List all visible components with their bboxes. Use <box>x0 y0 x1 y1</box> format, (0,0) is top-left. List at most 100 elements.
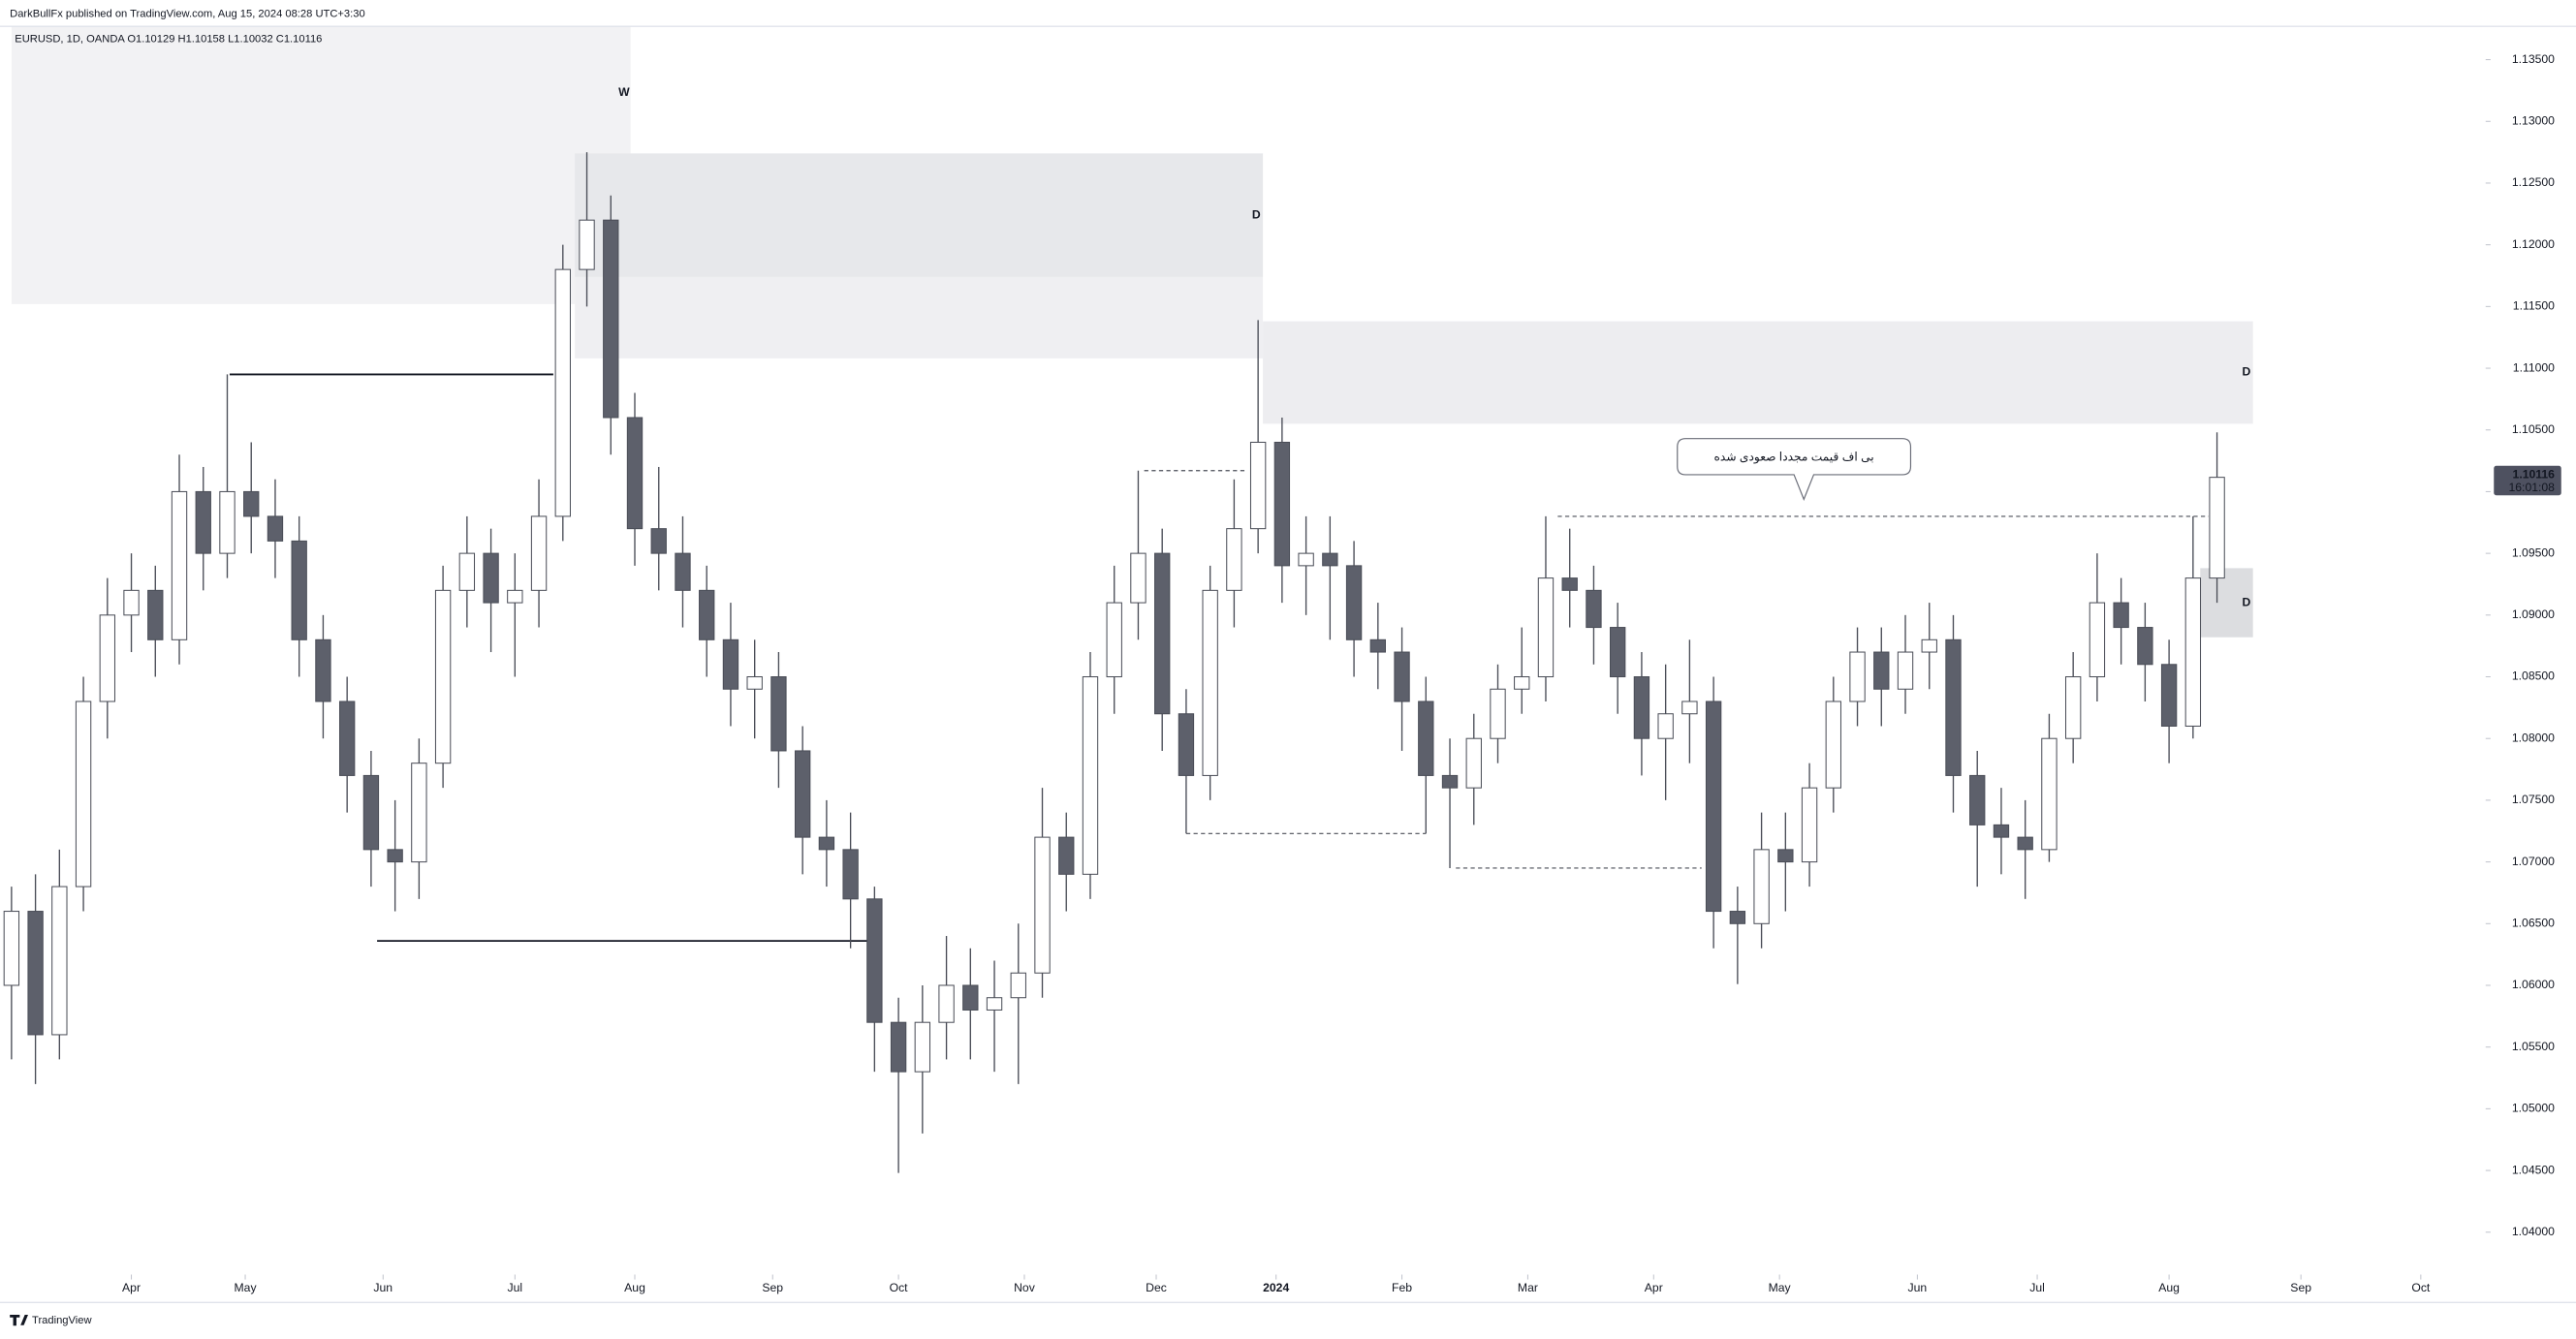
y-tick-label: 1.05500 <box>2512 1040 2555 1053</box>
candle-body <box>1753 849 1770 924</box>
candle-body <box>1969 774 1986 825</box>
candle-body <box>1394 651 1410 702</box>
x-tick-label: Jul <box>508 1281 523 1294</box>
zone-label: W <box>618 85 630 99</box>
x-tick-label: Jun <box>1908 1281 1928 1294</box>
candle-body <box>123 589 140 616</box>
candle-body <box>1537 577 1555 678</box>
legend: EURUSD, 1D, OANDA O1.10129 H1.10158 L1.1… <box>15 34 322 46</box>
zone-label: D <box>2243 595 2251 608</box>
zones: WWDDD <box>11 26 2253 638</box>
zone-label: D <box>1252 207 1261 221</box>
x-tick-label: Sep <box>2290 1281 2311 1294</box>
candle-body <box>1178 713 1195 776</box>
candle-body <box>1610 627 1626 678</box>
candle-body <box>1657 713 1674 739</box>
candle-body <box>1345 565 1363 640</box>
candle-body <box>1514 676 1530 690</box>
x-tick-label: Feb <box>1392 1281 1412 1294</box>
candle-body <box>1945 638 1962 776</box>
candle-body <box>2184 577 2202 727</box>
candle-body <box>1873 651 1890 690</box>
y-tick-label: 1.09000 <box>2512 607 2555 621</box>
candle-body <box>1681 701 1698 715</box>
x-tick-label: Oct <box>890 1281 909 1294</box>
zone-label: D <box>2243 365 2251 379</box>
y-tick-label: 1.13500 <box>2512 52 2555 66</box>
candle-body <box>1202 589 1218 776</box>
candle-body <box>1633 676 1650 739</box>
x-tick-label: 2024 <box>1263 1281 1289 1294</box>
x-tick-label: Sep <box>762 1281 783 1294</box>
candle-body <box>1777 849 1794 863</box>
candle-body <box>770 676 787 752</box>
candle-body <box>626 417 644 530</box>
candle-body <box>530 515 548 591</box>
y-tick-label: 1.11500 <box>2513 299 2555 313</box>
candle-body <box>1561 577 1578 591</box>
candle-body <box>1082 676 1099 875</box>
candle-body <box>1441 774 1459 789</box>
y-tick-label: 1.11000 <box>2513 360 2555 374</box>
candle-body <box>914 1021 931 1073</box>
candle-body <box>2064 676 2082 739</box>
candle-body <box>1058 836 1075 875</box>
candle-body <box>2137 627 2153 666</box>
x-tick-label: Apr <box>1645 1281 1663 1294</box>
candle-body <box>1034 836 1051 974</box>
candle-body <box>387 849 403 863</box>
candle-body <box>99 614 115 702</box>
axes: 1.04000 1.04500 1.05000 1.05500 1.06000 1.065… <box>0 25 2576 1303</box>
y-tick-label: 1.07500 <box>2512 793 2555 806</box>
candle-body <box>1298 552 1314 567</box>
candle-body <box>291 540 307 640</box>
candle-body <box>675 552 691 591</box>
candle-body <box>3 911 20 986</box>
candle-body <box>1825 701 1841 789</box>
zone <box>575 153 1264 277</box>
x-tick-label: Aug <box>2158 1281 2180 1294</box>
candle-body <box>267 515 284 542</box>
candle-body <box>1369 638 1386 653</box>
y-tick-label: 1.04000 <box>2512 1225 2555 1238</box>
candle-body <box>1490 688 1506 739</box>
zone <box>2200 568 2253 638</box>
y-tick-label: 1.06500 <box>2512 917 2555 930</box>
candle-body <box>1106 602 1122 678</box>
candle-body <box>938 984 955 1023</box>
candle-body <box>866 898 883 1023</box>
zone <box>1263 321 2253 424</box>
candle-body <box>338 701 356 776</box>
candle-body <box>2041 737 2058 851</box>
x-tick-label: Oct <box>2411 1281 2431 1294</box>
candle-body <box>699 589 715 640</box>
candle-body <box>890 1021 907 1073</box>
y-tick-label: 1.09500 <box>2512 545 2555 559</box>
candle-body <box>603 219 619 419</box>
candle-body <box>1154 552 1171 715</box>
candle-body <box>579 219 595 270</box>
candle-body <box>554 268 571 517</box>
candle-body <box>2089 602 2106 678</box>
x-tick-label: Jun <box>373 1281 393 1294</box>
candle-body <box>1705 701 1722 913</box>
zone <box>11 26 631 304</box>
levels <box>229 373 2209 943</box>
candle-body <box>1226 528 1242 591</box>
candle-body <box>1273 441 1291 567</box>
candle-body <box>2017 836 2033 851</box>
x-tick-label: Mar <box>1518 1281 1538 1294</box>
candle-body <box>722 638 739 690</box>
candle-body <box>1418 701 1434 776</box>
header: DarkBullFx published on TradingView.com,… <box>10 8 365 19</box>
candle-body <box>171 490 188 640</box>
footer-text: TradingView <box>32 1315 92 1326</box>
candle-body <box>27 911 44 1036</box>
candle-body <box>2160 664 2178 727</box>
countdown-label: 16:01:08 <box>2509 481 2556 494</box>
y-tick-label: 1.04500 <box>2512 1163 2555 1176</box>
y-tick-label: 1.08000 <box>2512 731 2555 744</box>
